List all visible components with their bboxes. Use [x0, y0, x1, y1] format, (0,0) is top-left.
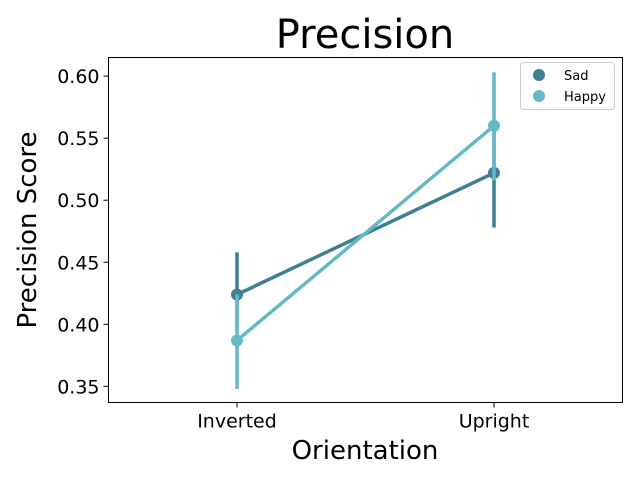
- legend-marker: [533, 69, 545, 81]
- chart-title: Precision: [276, 12, 454, 58]
- y-tick-label: 0.55: [57, 128, 99, 150]
- legend-label: Sad: [564, 69, 588, 84]
- y-tick-label: 0.50: [57, 190, 99, 212]
- x-tick-label: Inverted: [197, 411, 277, 433]
- y-axis-label: Precision Score: [13, 131, 43, 328]
- plot-frame: [108, 57, 623, 403]
- data-point: [488, 119, 500, 132]
- y-tick-label: 0.40: [57, 314, 99, 336]
- series-layer: [231, 72, 500, 389]
- series-happy: [231, 72, 500, 389]
- legend: Sad Happy: [520, 62, 615, 110]
- data-point: [231, 334, 243, 347]
- series-sad: [231, 119, 500, 329]
- legend-label: Happy: [564, 90, 606, 105]
- x-tick-label: Upright: [459, 411, 530, 433]
- series-line: [235, 124, 496, 342]
- x-axis-label: Orientation: [292, 436, 439, 466]
- y-axis: 0.35 0.40 0.45 0.50 0.55 0.60: [57, 66, 109, 398]
- y-tick-label: 0.35: [57, 376, 99, 398]
- y-tick-label: 0.60: [57, 66, 99, 88]
- x-axis: Inverted Upright: [197, 402, 530, 433]
- legend-marker: [533, 90, 545, 102]
- y-tick-label: 0.45: [57, 252, 99, 274]
